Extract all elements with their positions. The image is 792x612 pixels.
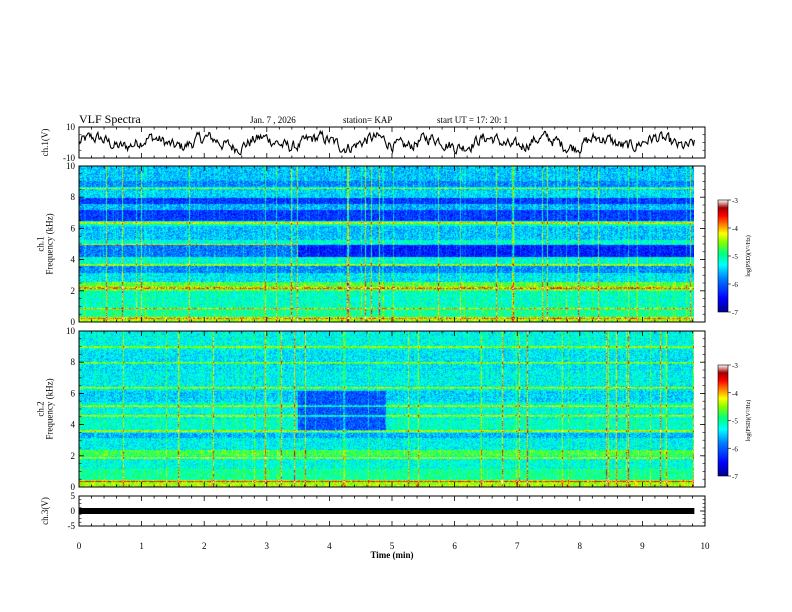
colorbar-tick-ch2: -4 bbox=[732, 390, 738, 398]
x-tick-label: 9 bbox=[640, 541, 645, 551]
colorbar-ch2 bbox=[717, 364, 729, 477]
y-tick-label-ch2: 10 bbox=[66, 161, 76, 171]
y-tick-label-ch3: 10 bbox=[66, 326, 76, 336]
colorbar-tick-ch2: -7 bbox=[732, 473, 738, 481]
x-tick-label: 2 bbox=[202, 541, 207, 551]
x-tick-label: 10 bbox=[701, 541, 711, 551]
station-label: station= KAP bbox=[343, 115, 393, 125]
y-tick-label-ch2: 4 bbox=[71, 255, 76, 265]
x-tick-label: 0 bbox=[77, 541, 82, 551]
y-tick-label-ch1: 10 bbox=[66, 122, 76, 132]
colorbar-tick-ch1: -6 bbox=[732, 281, 738, 289]
y-tick-label-ch3: 0 bbox=[71, 482, 76, 492]
colorbar-tick-ch2: -3 bbox=[732, 362, 738, 370]
y-tick-label-ch4: 0 bbox=[71, 506, 76, 516]
x-tick-label: 3 bbox=[265, 541, 270, 551]
y-axis-label-ch2: Frequency (kHz) bbox=[45, 213, 55, 274]
y-tick-label-ch2: 2 bbox=[71, 286, 76, 296]
colorbar-tick-ch2: -6 bbox=[732, 445, 738, 453]
x-tick-label: 6 bbox=[452, 541, 457, 551]
y-tick-label-ch3: 8 bbox=[71, 357, 76, 367]
x-tick-label: 7 bbox=[515, 541, 520, 551]
y-tick-label-ch4: -5 bbox=[68, 521, 76, 531]
y-tick-label-ch1: -10 bbox=[63, 153, 75, 163]
y-axis-label-ch4: ch.3(V) bbox=[40, 497, 50, 525]
y-axis-label-ch3: Frequency (kHz) bbox=[45, 378, 55, 439]
y-tick-label-ch2: 8 bbox=[71, 192, 76, 202]
x-tick-label: 5 bbox=[390, 541, 395, 551]
x-tick-label: 4 bbox=[327, 541, 332, 551]
chart-title: VLF Spectra bbox=[79, 112, 141, 126]
colorbar-label-ch2: log(PSD)(V²/Hz) bbox=[745, 400, 752, 441]
x-tick-label: 8 bbox=[578, 541, 583, 551]
y-tick-label-ch3: 4 bbox=[71, 420, 76, 430]
x-axis-label: Time (min) bbox=[370, 550, 413, 560]
spectrogram-image-ch2 bbox=[79, 331, 694, 487]
y-axis-label-ch1: ch.1(V) bbox=[40, 129, 50, 157]
ch3-waveform-trace bbox=[79, 508, 695, 514]
colorbar-ch1 bbox=[717, 199, 729, 313]
colorbar-label-ch1: log(PSD)(V²/Hz) bbox=[745, 235, 752, 276]
y-tick-label-ch3: 2 bbox=[71, 451, 76, 461]
y-tick-label-ch2: 0 bbox=[71, 317, 76, 327]
y-axis-label-ch3: ch.2 bbox=[36, 401, 46, 416]
y-tick-label-ch4: 5 bbox=[71, 491, 76, 501]
y-axis-label-ch2: ch.1 bbox=[36, 236, 46, 251]
colorbar-tick-ch1: -4 bbox=[732, 225, 738, 233]
colorbar-tick-ch1: -7 bbox=[732, 309, 738, 317]
colorbar-tick-ch1: -3 bbox=[732, 197, 738, 205]
colorbar-tick-ch2: -5 bbox=[732, 418, 738, 426]
ch1-waveform-trace bbox=[78, 129, 695, 156]
y-tick-label-ch3: 6 bbox=[71, 388, 76, 398]
start-time-label: start UT = 17: 20: 1 bbox=[437, 115, 509, 125]
spectrogram-image-ch1 bbox=[79, 166, 694, 322]
y-tick-label-ch2: 6 bbox=[71, 223, 76, 233]
x-tick-label: 1 bbox=[139, 541, 144, 551]
date-label: Jan. 7 , 2026 bbox=[250, 115, 296, 125]
colorbar-tick-ch1: -5 bbox=[732, 253, 738, 261]
